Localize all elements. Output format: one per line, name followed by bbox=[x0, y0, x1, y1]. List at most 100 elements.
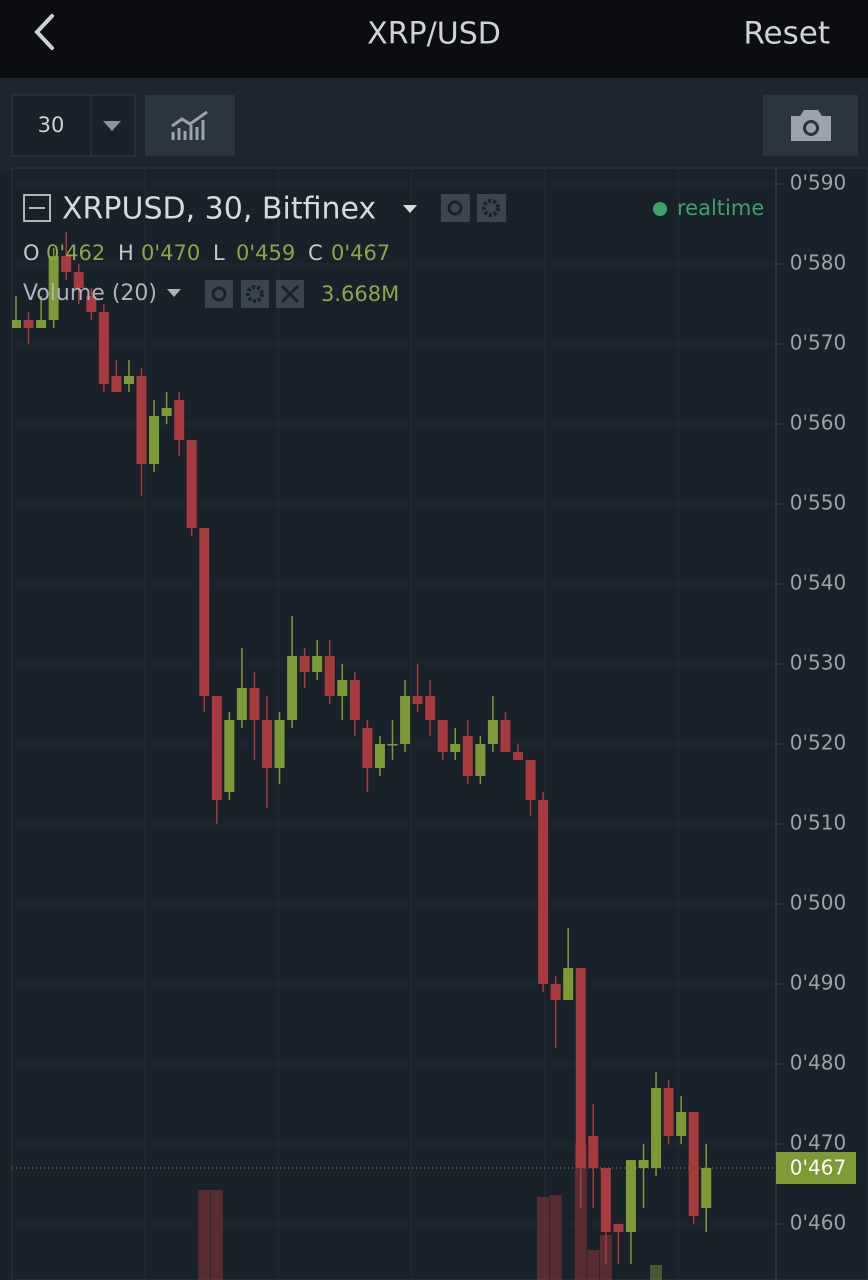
candle-body bbox=[450, 744, 461, 752]
last-price-box bbox=[776, 1152, 856, 1184]
eye-icon bbox=[211, 286, 227, 302]
volume-value: 3.668M bbox=[321, 282, 399, 306]
candle-body bbox=[61, 256, 72, 272]
candle-body bbox=[73, 272, 84, 288]
interval-value: 30 bbox=[38, 113, 65, 137]
candle-body bbox=[324, 656, 335, 696]
candle-body bbox=[638, 1160, 649, 1168]
candle-body bbox=[688, 1112, 699, 1216]
candle-body bbox=[374, 744, 385, 768]
ohlc-value: 0'467 bbox=[331, 241, 390, 265]
candle-body bbox=[425, 696, 436, 720]
candle-body bbox=[86, 296, 97, 312]
eye-button[interactable] bbox=[205, 280, 233, 308]
y-tick-label: 0'530 bbox=[790, 651, 846, 675]
toolbar bbox=[0, 78, 868, 170]
candle-body bbox=[513, 752, 523, 760]
candle-body bbox=[249, 688, 260, 720]
ohlc-value: 0'459 bbox=[236, 241, 295, 265]
dropdown-arrow bbox=[403, 205, 417, 213]
settings-button[interactable] bbox=[477, 194, 506, 222]
candle-body bbox=[199, 528, 210, 696]
ohlc-legend: O 0'462 H 0'470 L 0'459 C 0'467 bbox=[23, 241, 390, 265]
y-tick-label: 0'470 bbox=[790, 1131, 846, 1155]
candle-body bbox=[186, 440, 197, 528]
close-icon bbox=[280, 284, 300, 304]
candle-body bbox=[400, 696, 411, 744]
collapse-button[interactable] bbox=[23, 194, 51, 222]
candle-body bbox=[12, 320, 21, 328]
volume-bars bbox=[198, 1145, 663, 1280]
candle-body bbox=[312, 656, 323, 672]
symbol-title[interactable]: XRPUSD, 30, Bitfinex bbox=[62, 192, 376, 227]
back-button[interactable] bbox=[34, 14, 54, 50]
volume-title: Volume (20) bbox=[23, 281, 157, 306]
candle-body bbox=[538, 800, 549, 984]
header-title: XRP/USD bbox=[367, 17, 501, 52]
y-tick-label: 0'500 bbox=[790, 891, 846, 915]
candle-body bbox=[136, 376, 147, 464]
price-axis: 0'590 0'580 0'570 0'560 0'550 0'540 0'530 0'520… bbox=[776, 171, 856, 1235]
ohlc-label: C bbox=[308, 241, 323, 265]
camera-lens-inner bbox=[806, 123, 816, 133]
y-tick-label: 0'520 bbox=[790, 731, 846, 755]
volume-bar bbox=[210, 1190, 223, 1280]
candle-body bbox=[123, 376, 134, 384]
gear-icon bbox=[246, 285, 264, 303]
eye-icon bbox=[447, 200, 463, 216]
y-tick-label: 0'460 bbox=[790, 1211, 846, 1235]
ohlc-value: 0'470 bbox=[141, 241, 200, 265]
volume-bar bbox=[574, 1145, 587, 1280]
ohlc-label: O bbox=[23, 241, 40, 265]
candle-body bbox=[437, 720, 448, 752]
candle-body bbox=[701, 1168, 712, 1208]
settings-button[interactable] bbox=[241, 280, 269, 308]
status-dot bbox=[653, 202, 667, 216]
y-tick-label: 0'510 bbox=[790, 811, 846, 835]
status-text: realtime bbox=[677, 196, 764, 220]
candle-body bbox=[224, 720, 235, 792]
candle-body bbox=[412, 696, 423, 704]
y-tick-label: 0'580 bbox=[790, 251, 846, 275]
reset-button[interactable]: Reset bbox=[743, 16, 830, 52]
candle-body bbox=[651, 1088, 662, 1168]
candle-body bbox=[475, 744, 486, 776]
candle-body bbox=[211, 696, 222, 800]
gear-icon bbox=[482, 199, 500, 217]
ohlc-value: 0'462 bbox=[46, 241, 105, 265]
header-bar bbox=[0, 0, 868, 78]
candle-body bbox=[48, 256, 59, 320]
dropdown-arrow bbox=[103, 121, 121, 131]
y-tick-label: 0'540 bbox=[790, 571, 846, 595]
y-tick-label: 0'570 bbox=[790, 331, 846, 355]
candle-body bbox=[98, 312, 109, 384]
candle-body bbox=[349, 680, 360, 720]
candle-body bbox=[149, 416, 160, 464]
candle-body bbox=[337, 680, 348, 696]
candle-body bbox=[287, 656, 298, 720]
ohlc-label: H bbox=[118, 241, 134, 265]
volume-bar bbox=[198, 1190, 211, 1280]
candle-body bbox=[500, 720, 511, 752]
eye-button[interactable] bbox=[441, 194, 470, 222]
candle-body bbox=[299, 656, 310, 672]
candle-body bbox=[36, 320, 47, 328]
candle-body bbox=[663, 1088, 674, 1136]
candle-body bbox=[462, 736, 473, 776]
volume-bar bbox=[537, 1197, 550, 1280]
volume-bar bbox=[549, 1195, 562, 1280]
y-tick-label: 0'480 bbox=[790, 1051, 846, 1075]
y-tick-label: 0'550 bbox=[790, 491, 846, 515]
candle-body bbox=[274, 720, 285, 768]
candle-body bbox=[236, 688, 247, 720]
candle-body bbox=[575, 968, 586, 1168]
candle-body bbox=[613, 1224, 624, 1232]
candle-body bbox=[174, 400, 185, 440]
candle-body bbox=[387, 744, 398, 746]
volume-bar bbox=[587, 1250, 600, 1280]
y-tick-label: 0'590 bbox=[790, 171, 846, 195]
candle-body bbox=[625, 1160, 636, 1232]
candle-body bbox=[550, 984, 561, 1000]
ohlc-label: L bbox=[213, 241, 225, 265]
